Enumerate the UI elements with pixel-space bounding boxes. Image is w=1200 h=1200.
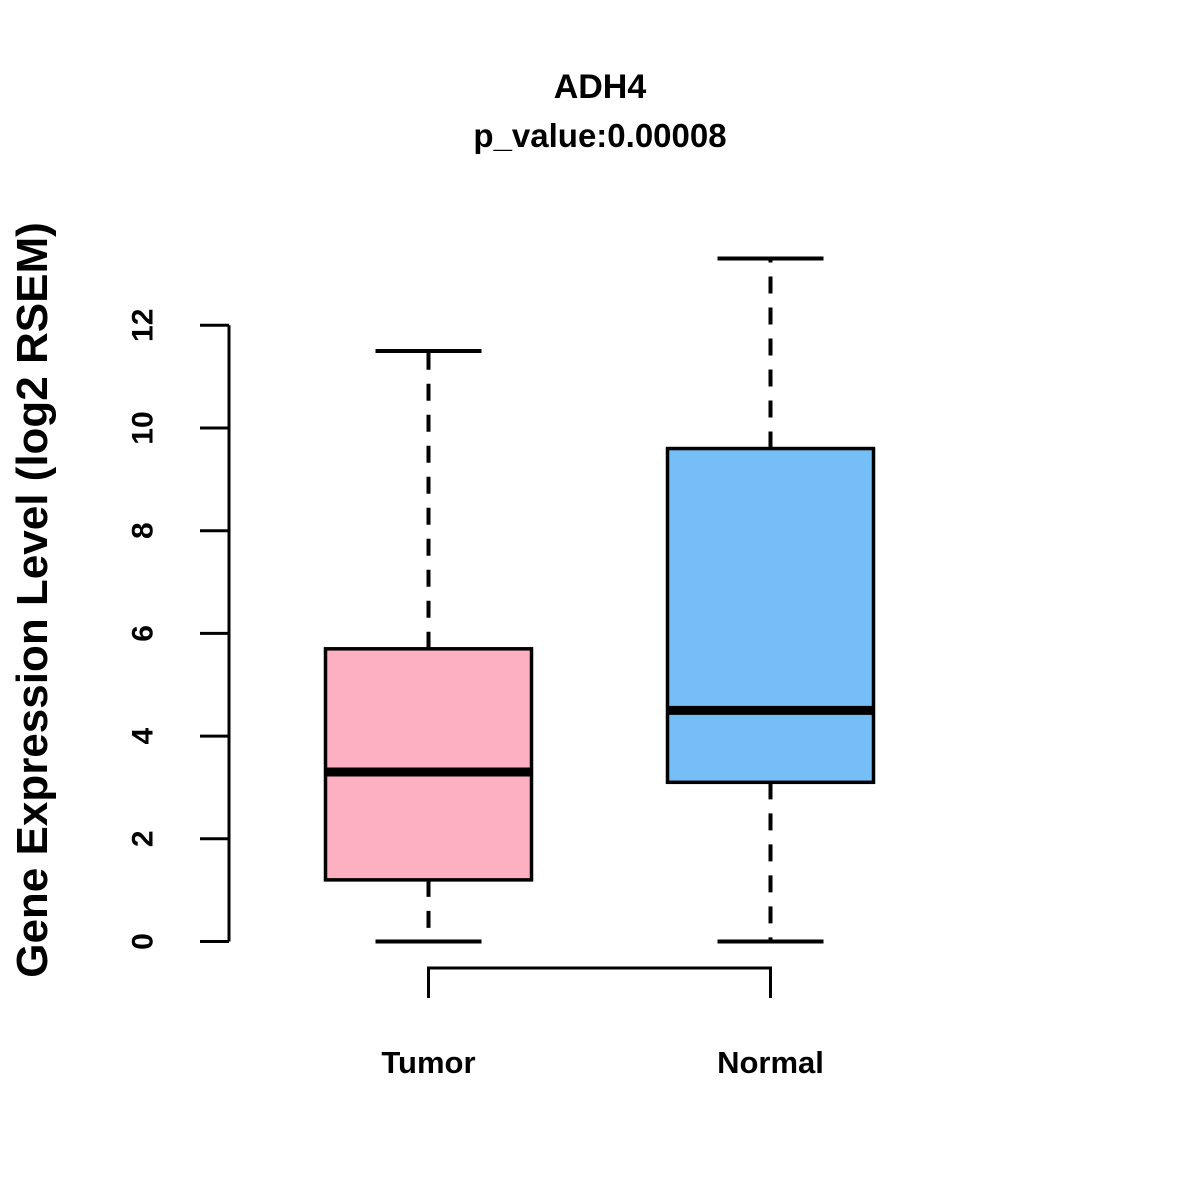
y-axis-tick-label: 0 [127,933,160,950]
y-axis-tick-label: 4 [127,727,160,744]
x-axis-bracket [427,966,772,998]
y-axis-tick-label: 10 [127,411,160,444]
y-axis-tick-label: 12 [127,309,160,342]
title-block: ADH4 p_value:0.00008 [0,70,1200,152]
chart-title: ADH4 [553,68,647,106]
iqr-box [323,647,534,882]
chart-subtitle: p_value:0.00008 [473,117,727,154]
y-axis-tick-label: 8 [127,522,160,539]
iqr-box [665,446,876,785]
box-tumor: Tumor [323,348,534,1080]
y-axis-tick-label: 2 [127,830,160,847]
box-normal: Normal [665,256,876,1080]
x-axis-label-tumor: Tumor [381,1045,475,1080]
y-axis-tick-label: 6 [127,625,160,642]
x-axis-label-normal: Normal [717,1045,824,1080]
